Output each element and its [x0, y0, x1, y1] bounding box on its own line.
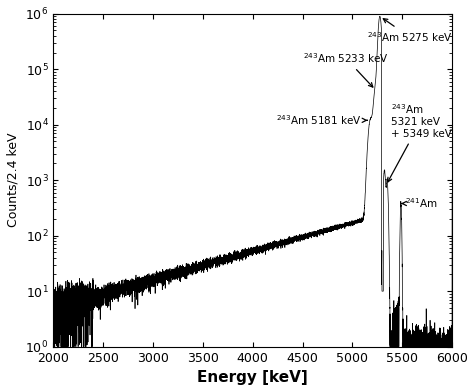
Text: $^{243}$Am
5321 keV
+ 5349 keV: $^{243}$Am 5321 keV + 5349 keV — [388, 102, 452, 182]
Text: $^{241}$Am: $^{241}$Am — [402, 197, 438, 211]
X-axis label: Energy [keV]: Energy [keV] — [198, 370, 308, 385]
Text: $^{243}$Am 5181 keV: $^{243}$Am 5181 keV — [276, 113, 367, 127]
Y-axis label: Counts/2.4 keV: Counts/2.4 keV — [7, 133, 20, 227]
Text: $^{243}$Am 5233 keV: $^{243}$Am 5233 keV — [303, 51, 389, 87]
Text: $^{243}$Am 5275 keV: $^{243}$Am 5275 keV — [367, 19, 453, 44]
